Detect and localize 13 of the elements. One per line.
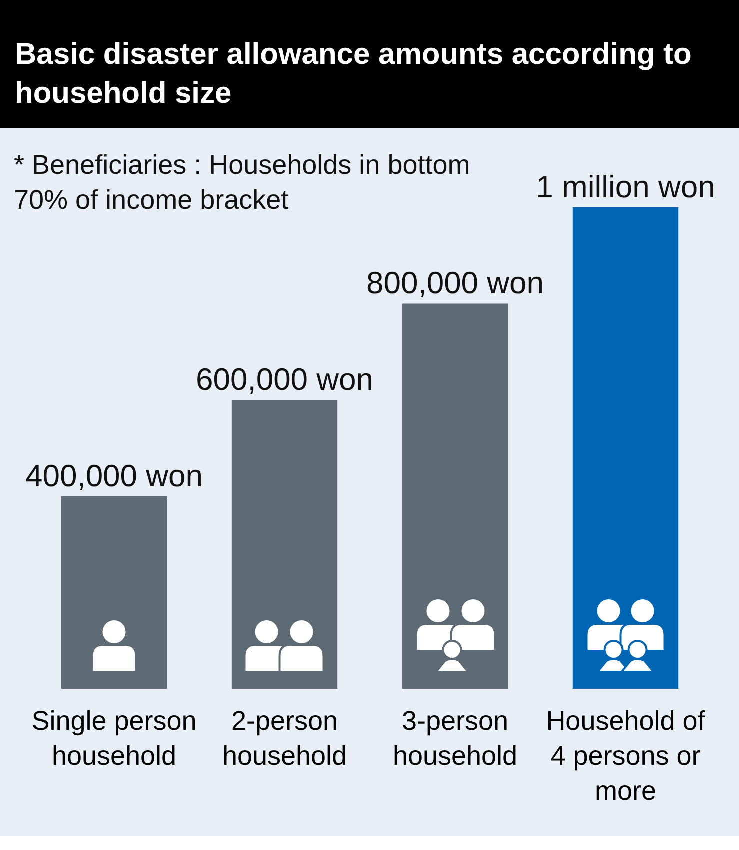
x-tick-label: Single person household [32, 706, 197, 772]
data-label: 600,000 won [196, 362, 374, 398]
chart-title: Basic disaster allowance amounts according to household size [15, 38, 692, 110]
x-tick-label: 3-person household [392, 706, 518, 772]
annotation: * Beneficiaries : Households in bottom 70% of income bracket [14, 150, 470, 216]
data-label: 800,000 won [366, 266, 544, 301]
x-tick-label: Household of 4 persons or more [546, 706, 706, 806]
data-label: 400,000 won [25, 458, 204, 494]
x-tick-label: 2-person household [222, 706, 348, 772]
bar [572, 207, 679, 689]
bar [402, 304, 508, 689]
data-label: 1 million won [536, 169, 716, 204]
bar [61, 496, 168, 689]
